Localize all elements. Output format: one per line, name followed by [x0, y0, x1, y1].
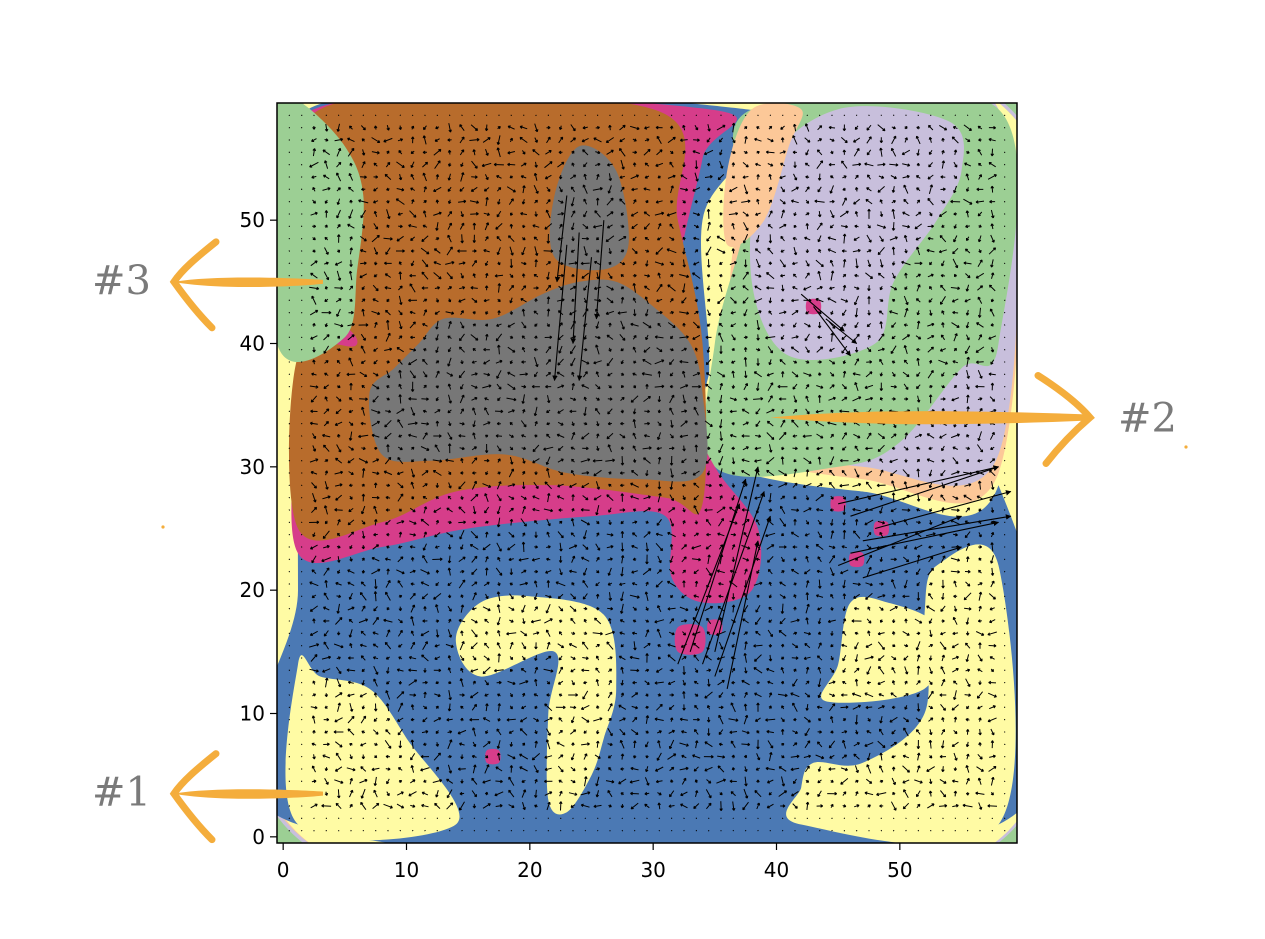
contour-region: [830, 496, 846, 512]
vector-arrow: [726, 540, 760, 689]
vector-arrow: [714, 515, 772, 677]
vector-arrow: [677, 503, 741, 665]
annotation-label: #2: [1118, 396, 1177, 442]
contour-regions: [277, 103, 1017, 843]
x-tick-label: 30: [640, 858, 665, 882]
contour-region: [485, 748, 501, 765]
vector-arrow: [862, 545, 963, 579]
contour-region: [455, 595, 617, 815]
vector-arrow: [552, 244, 568, 382]
annotations: #1 #2 #3: [92, 238, 1177, 844]
annotation-label: #3: [92, 258, 151, 304]
contour-region: [285, 655, 460, 841]
y-tick-label: 10: [240, 702, 265, 726]
vector-arrow: [850, 465, 1000, 517]
x-tick-label: 50: [887, 858, 912, 882]
annotation-arrow-shaft: [174, 277, 323, 287]
contour-region: [707, 619, 723, 635]
y-axis: 0 10 20 30 40 50: [240, 208, 277, 849]
plot-frame: [276, 102, 1018, 844]
vector-arrow: [838, 465, 1000, 505]
contour-region: [821, 596, 941, 703]
vector-arrow: [594, 220, 605, 320]
contour-region: [368, 279, 708, 482]
y-tick-label: 40: [240, 332, 265, 356]
annotation-arrow-head: [169, 750, 220, 844]
vector-arrow: [875, 490, 1012, 530]
quiver-texture: [288, 114, 1006, 832]
vector-arrow: [813, 306, 851, 357]
speck: [161, 525, 165, 529]
y-tick-label: 50: [240, 208, 265, 232]
annotation-arrow-head: [1034, 372, 1095, 467]
x-tick-label: 20: [517, 858, 542, 882]
vector-arrow: [800, 293, 845, 332]
contour-region: [873, 520, 890, 537]
vector-arrow: [576, 257, 593, 382]
vector-arrow: [570, 232, 580, 345]
vector-field-strong: [552, 195, 1012, 689]
x-tick-label: 10: [394, 858, 419, 882]
y-tick-label: 30: [240, 455, 265, 479]
vector-arrow: [837, 515, 963, 567]
vector-arrow: [701, 490, 766, 665]
vector-arrow: [862, 514, 1012, 542]
annotation-arrow-head: [169, 238, 220, 332]
vector-arrow: [714, 466, 760, 652]
y-tick-label: 20: [240, 578, 265, 602]
y-tick-label: 0: [252, 825, 265, 849]
vector-field-background: [288, 114, 1006, 832]
vector-arrow: [850, 520, 1000, 554]
x-axis: 0 10 20 30 40 50: [277, 843, 913, 882]
speck: [1184, 445, 1188, 449]
annotation-label: #1: [92, 770, 151, 816]
vector-arrow: [825, 318, 858, 344]
plot-area: [277, 103, 1017, 843]
x-tick-label: 40: [764, 858, 789, 882]
vector-arrow: [554, 195, 568, 283]
contour-region: [277, 103, 364, 363]
x-tick-label: 0: [277, 858, 290, 882]
annotation-arrow-shaft: [770, 411, 1090, 425]
decorative-specks: [161, 445, 1188, 529]
annotation-arrow-shaft: [174, 789, 323, 799]
